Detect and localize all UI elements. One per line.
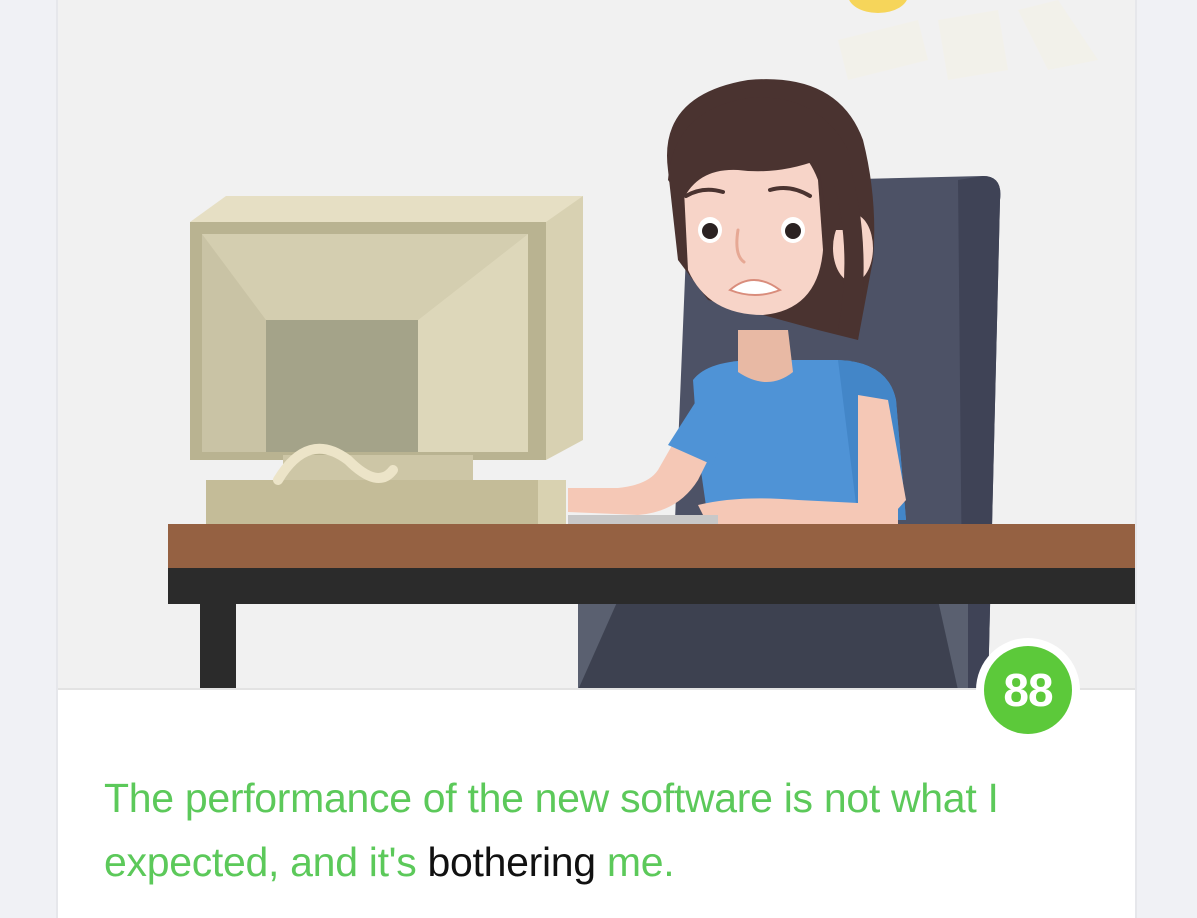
illustration-panel — [58, 0, 1135, 690]
sentence-after: me. — [595, 839, 675, 885]
sentence-highlight-word[interactable]: bothering — [427, 839, 597, 885]
computer-monitor — [190, 196, 718, 526]
lesson-card: 88 The performance of the new software i… — [56, 0, 1137, 918]
worried-woman-at-computer-illustration — [168, 0, 1135, 690]
woman-figure — [568, 79, 958, 690]
score-value: 88 — [984, 646, 1072, 734]
desk — [168, 524, 1135, 690]
sun-decoration — [838, 0, 1098, 80]
card-divider — [58, 688, 1135, 690]
sentence-before: The performance of the new software is n… — [104, 775, 999, 885]
example-sentence: The performance of the new software is n… — [104, 766, 1104, 894]
score-badge: 88 — [976, 638, 1080, 742]
